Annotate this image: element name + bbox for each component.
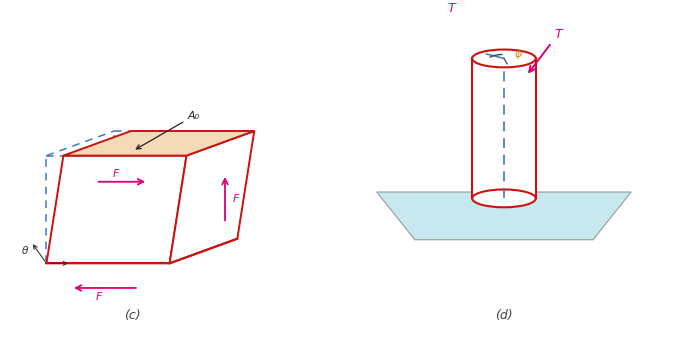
Ellipse shape — [472, 189, 536, 207]
Text: F: F — [95, 292, 102, 302]
Polygon shape — [63, 131, 254, 156]
Polygon shape — [472, 58, 536, 198]
Polygon shape — [170, 131, 254, 263]
Text: F: F — [112, 169, 119, 179]
Polygon shape — [377, 192, 631, 240]
Text: θ: θ — [22, 246, 28, 256]
Text: A₀: A₀ — [136, 111, 200, 149]
Ellipse shape — [472, 50, 536, 67]
Text: ϕ: ϕ — [515, 49, 522, 59]
Text: (d): (d) — [495, 309, 513, 322]
Text: T: T — [555, 28, 563, 41]
Text: F: F — [233, 194, 239, 204]
Polygon shape — [46, 156, 187, 263]
Text: (c): (c) — [125, 309, 141, 322]
Text: T: T — [447, 2, 456, 15]
